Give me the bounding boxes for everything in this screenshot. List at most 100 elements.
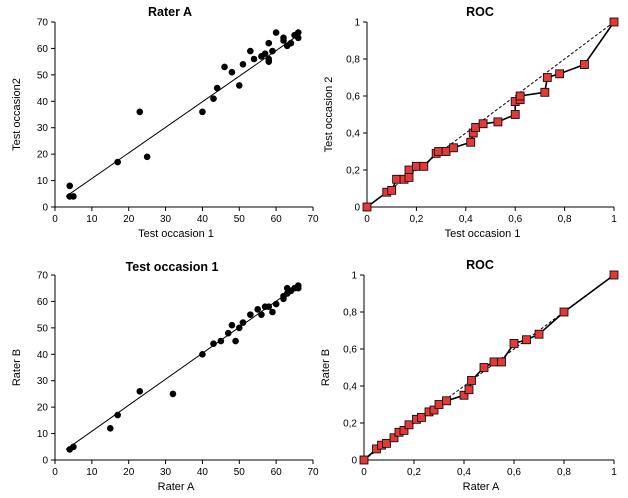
y-tick-label: 1 — [354, 18, 360, 29]
data-point — [261, 50, 269, 58]
data-point — [114, 158, 121, 166]
data-point — [239, 319, 247, 326]
roc-point — [467, 376, 476, 385]
roc-point — [459, 390, 469, 400]
y-axis-label: Rater B — [320, 349, 332, 386]
y-tick-label: 50 — [37, 70, 49, 81]
y-tick-label: 0 — [351, 456, 357, 467]
roc-point — [555, 69, 565, 79]
x-tick-label: 70 — [307, 214, 319, 225]
data-point — [247, 47, 254, 55]
roc-point — [419, 161, 429, 171]
chart-title: Test occasion 1 — [126, 260, 219, 274]
x-tick-label: 1 — [611, 467, 617, 478]
data-point — [272, 300, 280, 308]
roc-point — [404, 165, 414, 175]
y-tick-label: 0,4 — [343, 382, 357, 393]
x-axis-label: Rater A — [463, 481, 500, 493]
x-tick-label: 40 — [197, 214, 209, 225]
data-point — [239, 60, 247, 68]
y-tick-label: 10 — [37, 176, 49, 187]
x-axis-label: Test occasion 1 — [445, 228, 521, 240]
roc-point — [479, 363, 489, 372]
x-tick-label: 0,6 — [507, 467, 521, 478]
roc-point — [442, 396, 451, 406]
x-tick-label: 30 — [160, 214, 172, 225]
y-tick-label: 40 — [37, 97, 49, 108]
panel-3: 0 10 20 30 40 50 60 70 0 10 20 30 40 50 60 70 Test occas… — [11, 260, 319, 493]
x-tick-label: 0,6 — [508, 214, 522, 225]
data-point — [280, 37, 287, 44]
roc-point — [609, 270, 619, 280]
roc-point — [509, 339, 519, 348]
roc-point — [382, 438, 391, 448]
data-point — [265, 303, 273, 311]
y-tick-label: 0,4 — [346, 129, 360, 140]
data-point — [254, 306, 262, 313]
x-tick-label: 0,8 — [557, 467, 571, 478]
roc-point — [434, 400, 444, 409]
x-tick-label: 40 — [197, 467, 209, 478]
data-point — [70, 443, 77, 451]
y-tick-label: 0 — [42, 203, 48, 214]
y-tick-label: 0,2 — [346, 166, 360, 177]
chart-title: Rater A — [148, 5, 192, 19]
roc-point — [404, 172, 414, 182]
y-tick-label: 0,6 — [343, 345, 357, 356]
roc-point — [441, 147, 451, 156]
data-point — [272, 29, 280, 36]
x-tick-label: 10 — [86, 467, 98, 478]
x-tick-label: 20 — [123, 467, 135, 478]
data-point — [217, 337, 225, 345]
data-point — [199, 350, 206, 358]
roc-point — [362, 202, 372, 212]
data-point — [265, 58, 273, 65]
roc-point — [387, 185, 397, 195]
panel-4: 0 0,2 0,4 0,6 0,8 1 0 0,2 0,4 0,6 0,8 1 ROC Rater A Ra… — [320, 258, 619, 493]
panel-1: 0 10 20 30 40 50 60 70 0 10 20 30 40 50 60 70 Rater A Tes… — [11, 5, 319, 240]
y-tick-label: 60 — [37, 44, 49, 55]
y-tick-label: 0 — [42, 456, 48, 467]
data-point — [269, 47, 276, 55]
roc-point — [389, 433, 399, 443]
data-point — [228, 68, 236, 76]
y-axis-label: Rater B — [11, 349, 23, 386]
data-point — [66, 182, 74, 190]
roc-point — [404, 420, 414, 430]
roc-point — [609, 17, 619, 27]
y-tick-label: 10 — [37, 429, 49, 440]
x-axis-label: Rater A — [158, 481, 195, 493]
roc-point — [434, 147, 444, 156]
x-tick-label: 0,4 — [457, 467, 471, 478]
data-point — [294, 29, 302, 36]
x-tick-label: 70 — [307, 467, 319, 478]
x-tick-label: 20 — [123, 214, 135, 225]
chart-title: ROC — [466, 258, 494, 272]
y-tick-label: 50 — [37, 323, 49, 334]
data-point — [232, 337, 239, 345]
x-tick-label: 10 — [86, 214, 98, 225]
x-tick-label: 0,2 — [407, 467, 421, 478]
roc-point — [464, 385, 474, 395]
y-tick-label: 60 — [37, 297, 49, 308]
x-tick-label: 0,8 — [558, 214, 572, 225]
x-tick-label: 60 — [271, 467, 283, 478]
roc-point — [411, 161, 421, 171]
x-tick-label: 0 — [52, 467, 58, 478]
y-tick-label: 0,2 — [343, 419, 357, 430]
roc-point — [471, 123, 481, 132]
roc-point — [417, 413, 426, 422]
panel-2: 0 0,2 0,4 0,6 0,8 1 0 0,2 0,4 0,6 0,8 1 ROC Test occa… — [323, 5, 619, 240]
roc-point — [510, 110, 520, 119]
roc-point — [466, 137, 476, 147]
x-tick-label: 0,2 — [409, 214, 423, 225]
roc-point — [515, 91, 525, 101]
roc-point — [497, 357, 506, 367]
roc-point — [579, 60, 589, 69]
regression-line — [65, 34, 299, 197]
x-tick-label: 1 — [611, 214, 617, 225]
y-tick-label: 70 — [37, 271, 49, 282]
roc-point — [478, 119, 488, 129]
x-tick-label: 0 — [361, 467, 367, 478]
